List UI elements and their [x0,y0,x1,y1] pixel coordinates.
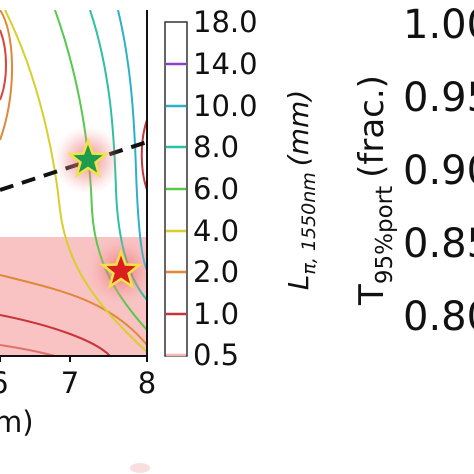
y-tick-0.80: 0.80 [403,294,474,340]
x-tick-label-7: 7 [61,366,79,400]
contour-line-4.0 [4,10,147,353]
contour-line-0.5 [0,344,56,356]
contour-plot: 6 7 8 m) [0,10,156,439]
colorbar-tick-18.0: 18.0 [193,5,258,39]
y-tick-0.95: 0.95 [403,75,474,121]
colorbar-tick-8.0: 8.0 [193,130,239,164]
colorbar-tick-10.0: 10.0 [193,89,258,123]
colorbar-tick-0.5: 0.5 [193,338,239,372]
transmission-label-sub: 95%port [372,186,398,284]
colorbar-label-sub: π, 1550nm [298,172,320,274]
colorbar-label-main: L [282,275,315,291]
y-tick-0.90: 0.90 [403,148,474,194]
colorbar-axis-label: Lπ, 1550nm (mm) [282,90,320,290]
colorbar-label-unit: (mm) [282,90,315,166]
colorbar: 18.0 14.0 10.0 8.0 6.0 4.0 2.0 1.0 0.5 L… [164,5,320,372]
transmission-label-unit: (frac.) [352,75,392,178]
contour-line-left-orange [0,10,13,141]
colorbar-tick-2.0: 2.0 [193,255,239,289]
colorbar-tick-4.0: 4.0 [193,214,239,248]
x-tick-label-6: 6 [0,366,8,400]
colorbar-tick-6.0: 6.0 [193,172,239,206]
transmission-axis-fragment: T95%port (frac.) 1.00 0.95 0.90 0.85 0.80 [352,2,474,340]
x-axis-label: m) [0,405,34,439]
contour-line-right-red [140,119,147,191]
transmission-y-axis-label: T95%port (frac.) [352,75,398,306]
contour-line-2.0 [0,274,147,346]
faint-marker-fragment [130,463,150,473]
red-star-marker [99,248,143,290]
colorbar-tick-14.0: 14.0 [193,47,258,81]
y-tick-1.00: 1.00 [403,2,474,48]
x-tick-label-8: 8 [138,366,156,400]
transmission-label-main: T [352,284,392,306]
colorbar-tick-1.0: 1.0 [193,297,239,331]
y-tick-0.85: 0.85 [403,221,474,267]
contour-line-left-red [0,29,7,101]
green-star-marker [66,137,110,179]
contour-line-1.0 [0,314,111,356]
